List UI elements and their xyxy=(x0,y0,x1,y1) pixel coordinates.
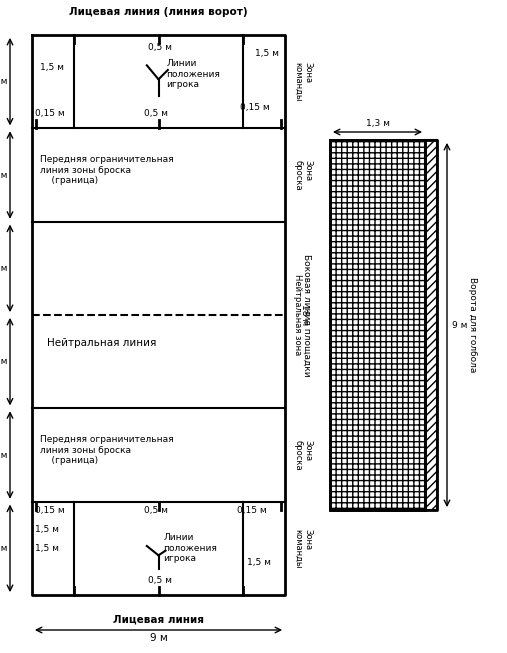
Text: 0,5 м: 0,5 м xyxy=(143,505,167,515)
Text: Зона
броска: Зона броска xyxy=(293,439,312,470)
Bar xyxy=(425,140,437,510)
Text: Нейтральная линия: Нейтральная линия xyxy=(47,338,156,348)
Text: 9 м: 9 м xyxy=(150,633,167,643)
Text: 1,5 м: 1,5 м xyxy=(40,63,64,72)
Text: 3 м: 3 м xyxy=(0,264,7,273)
Text: 0,15 м: 0,15 м xyxy=(240,103,270,112)
Text: Передняя ограничительная
линия зоны броска
    (граница): Передняя ограничительная линия зоны брос… xyxy=(40,155,173,185)
Text: 9 м: 9 м xyxy=(452,321,467,330)
Text: 3 м: 3 м xyxy=(0,170,7,180)
Text: 3 м: 3 м xyxy=(0,357,7,366)
Text: Боковая линия площадки: Боковая линия площадки xyxy=(303,253,311,376)
Text: Лицевая линия: Лицевая линия xyxy=(113,615,204,625)
Text: 1,5 м: 1,5 м xyxy=(35,525,59,534)
Text: Линии
положения
игрока: Линии положения игрока xyxy=(166,59,221,89)
Text: Линии
положения
игрока: Линии положения игрока xyxy=(163,534,218,564)
Text: Зона
команды: Зона команды xyxy=(293,528,312,568)
Text: Нейтральная зона: Нейтральная зона xyxy=(293,274,302,356)
Text: Зона
броска: Зона броска xyxy=(293,160,312,190)
Text: Лицевая линия (линия ворот): Лицевая линия (линия ворот) xyxy=(69,7,248,17)
Text: 0,5 м: 0,5 м xyxy=(149,576,172,585)
Text: 3 м: 3 м xyxy=(0,77,7,86)
Text: 1,3 м: 1,3 м xyxy=(366,119,389,128)
Text: 0,15 м: 0,15 м xyxy=(35,109,65,118)
Bar xyxy=(330,140,425,510)
Text: 0,15 м: 0,15 м xyxy=(237,505,267,515)
Text: Зона
команды: Зона команды xyxy=(293,62,312,101)
Text: 1,5 м: 1,5 м xyxy=(35,544,59,553)
Text: 3 м: 3 м xyxy=(0,544,7,553)
Text: 0,5 м: 0,5 м xyxy=(149,43,172,52)
Text: 1,5 м: 1,5 м xyxy=(255,49,279,58)
Text: Передняя ограничительная
линия зоны броска
    (граница): Передняя ограничительная линия зоны брос… xyxy=(40,436,173,465)
Text: 0,5 м: 0,5 м xyxy=(143,109,167,118)
Text: 3 м: 3 м xyxy=(0,451,7,460)
Text: Ворота для голбола: Ворота для голбола xyxy=(467,278,477,373)
Text: 0,15 м: 0,15 м xyxy=(35,505,65,515)
Text: 18 м: 18 м xyxy=(301,304,309,326)
Text: 1,5 м: 1,5 м xyxy=(247,558,271,567)
